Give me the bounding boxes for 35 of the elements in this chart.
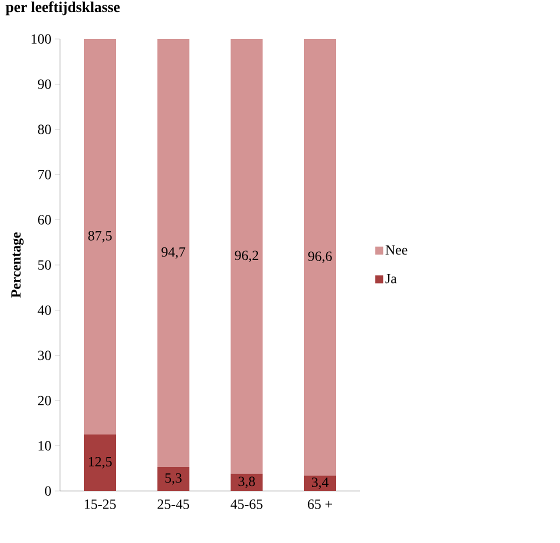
data-label: 96,6 <box>308 252 332 264</box>
y-axis-title: Percentage <box>11 232 24 298</box>
data-label: 12,5 <box>88 457 112 468</box>
bar <box>84 38 116 434</box>
x-tick-label: 15-25 <box>84 500 116 509</box>
bar <box>157 467 190 491</box>
y-tick-label: 10 <box>38 441 51 451</box>
x-tick-label: 25-45 <box>158 500 190 509</box>
y-tick-label: 70 <box>38 170 51 180</box>
data-label: 96,2 <box>234 250 258 262</box>
bar <box>157 38 190 468</box>
y-tick-label: 50 <box>38 260 51 270</box>
data-label: 5,3 <box>165 473 182 485</box>
x-tick-label: 65 + <box>308 500 332 509</box>
y-tick-label: 20 <box>38 396 51 406</box>
y-tick-label: 60 <box>38 215 51 225</box>
y-tick-label: 30 <box>38 350 51 360</box>
y-tick-label: 0 <box>45 486 51 496</box>
bar <box>230 474 263 491</box>
bar <box>304 38 336 476</box>
x-tick-label: 45-65 <box>230 500 262 509</box>
chart-title: per leeftijdsklasse <box>6 1 120 16</box>
legend-label: Nee <box>386 245 408 255</box>
y-tick-label: 80 <box>38 124 51 134</box>
bar <box>304 476 336 491</box>
legend-label: Ja <box>385 274 397 284</box>
bar <box>84 434 116 491</box>
data-label: 3,4 <box>312 478 329 490</box>
data-label: 94,7 <box>162 247 186 259</box>
y-tick-label: 90 <box>38 79 51 89</box>
data-label: 87,5 <box>88 231 112 242</box>
bar <box>230 38 263 474</box>
y-tick-label: 40 <box>38 305 51 315</box>
data-label: 3,8 <box>238 476 255 488</box>
y-tick-label: 100 <box>32 34 51 44</box>
